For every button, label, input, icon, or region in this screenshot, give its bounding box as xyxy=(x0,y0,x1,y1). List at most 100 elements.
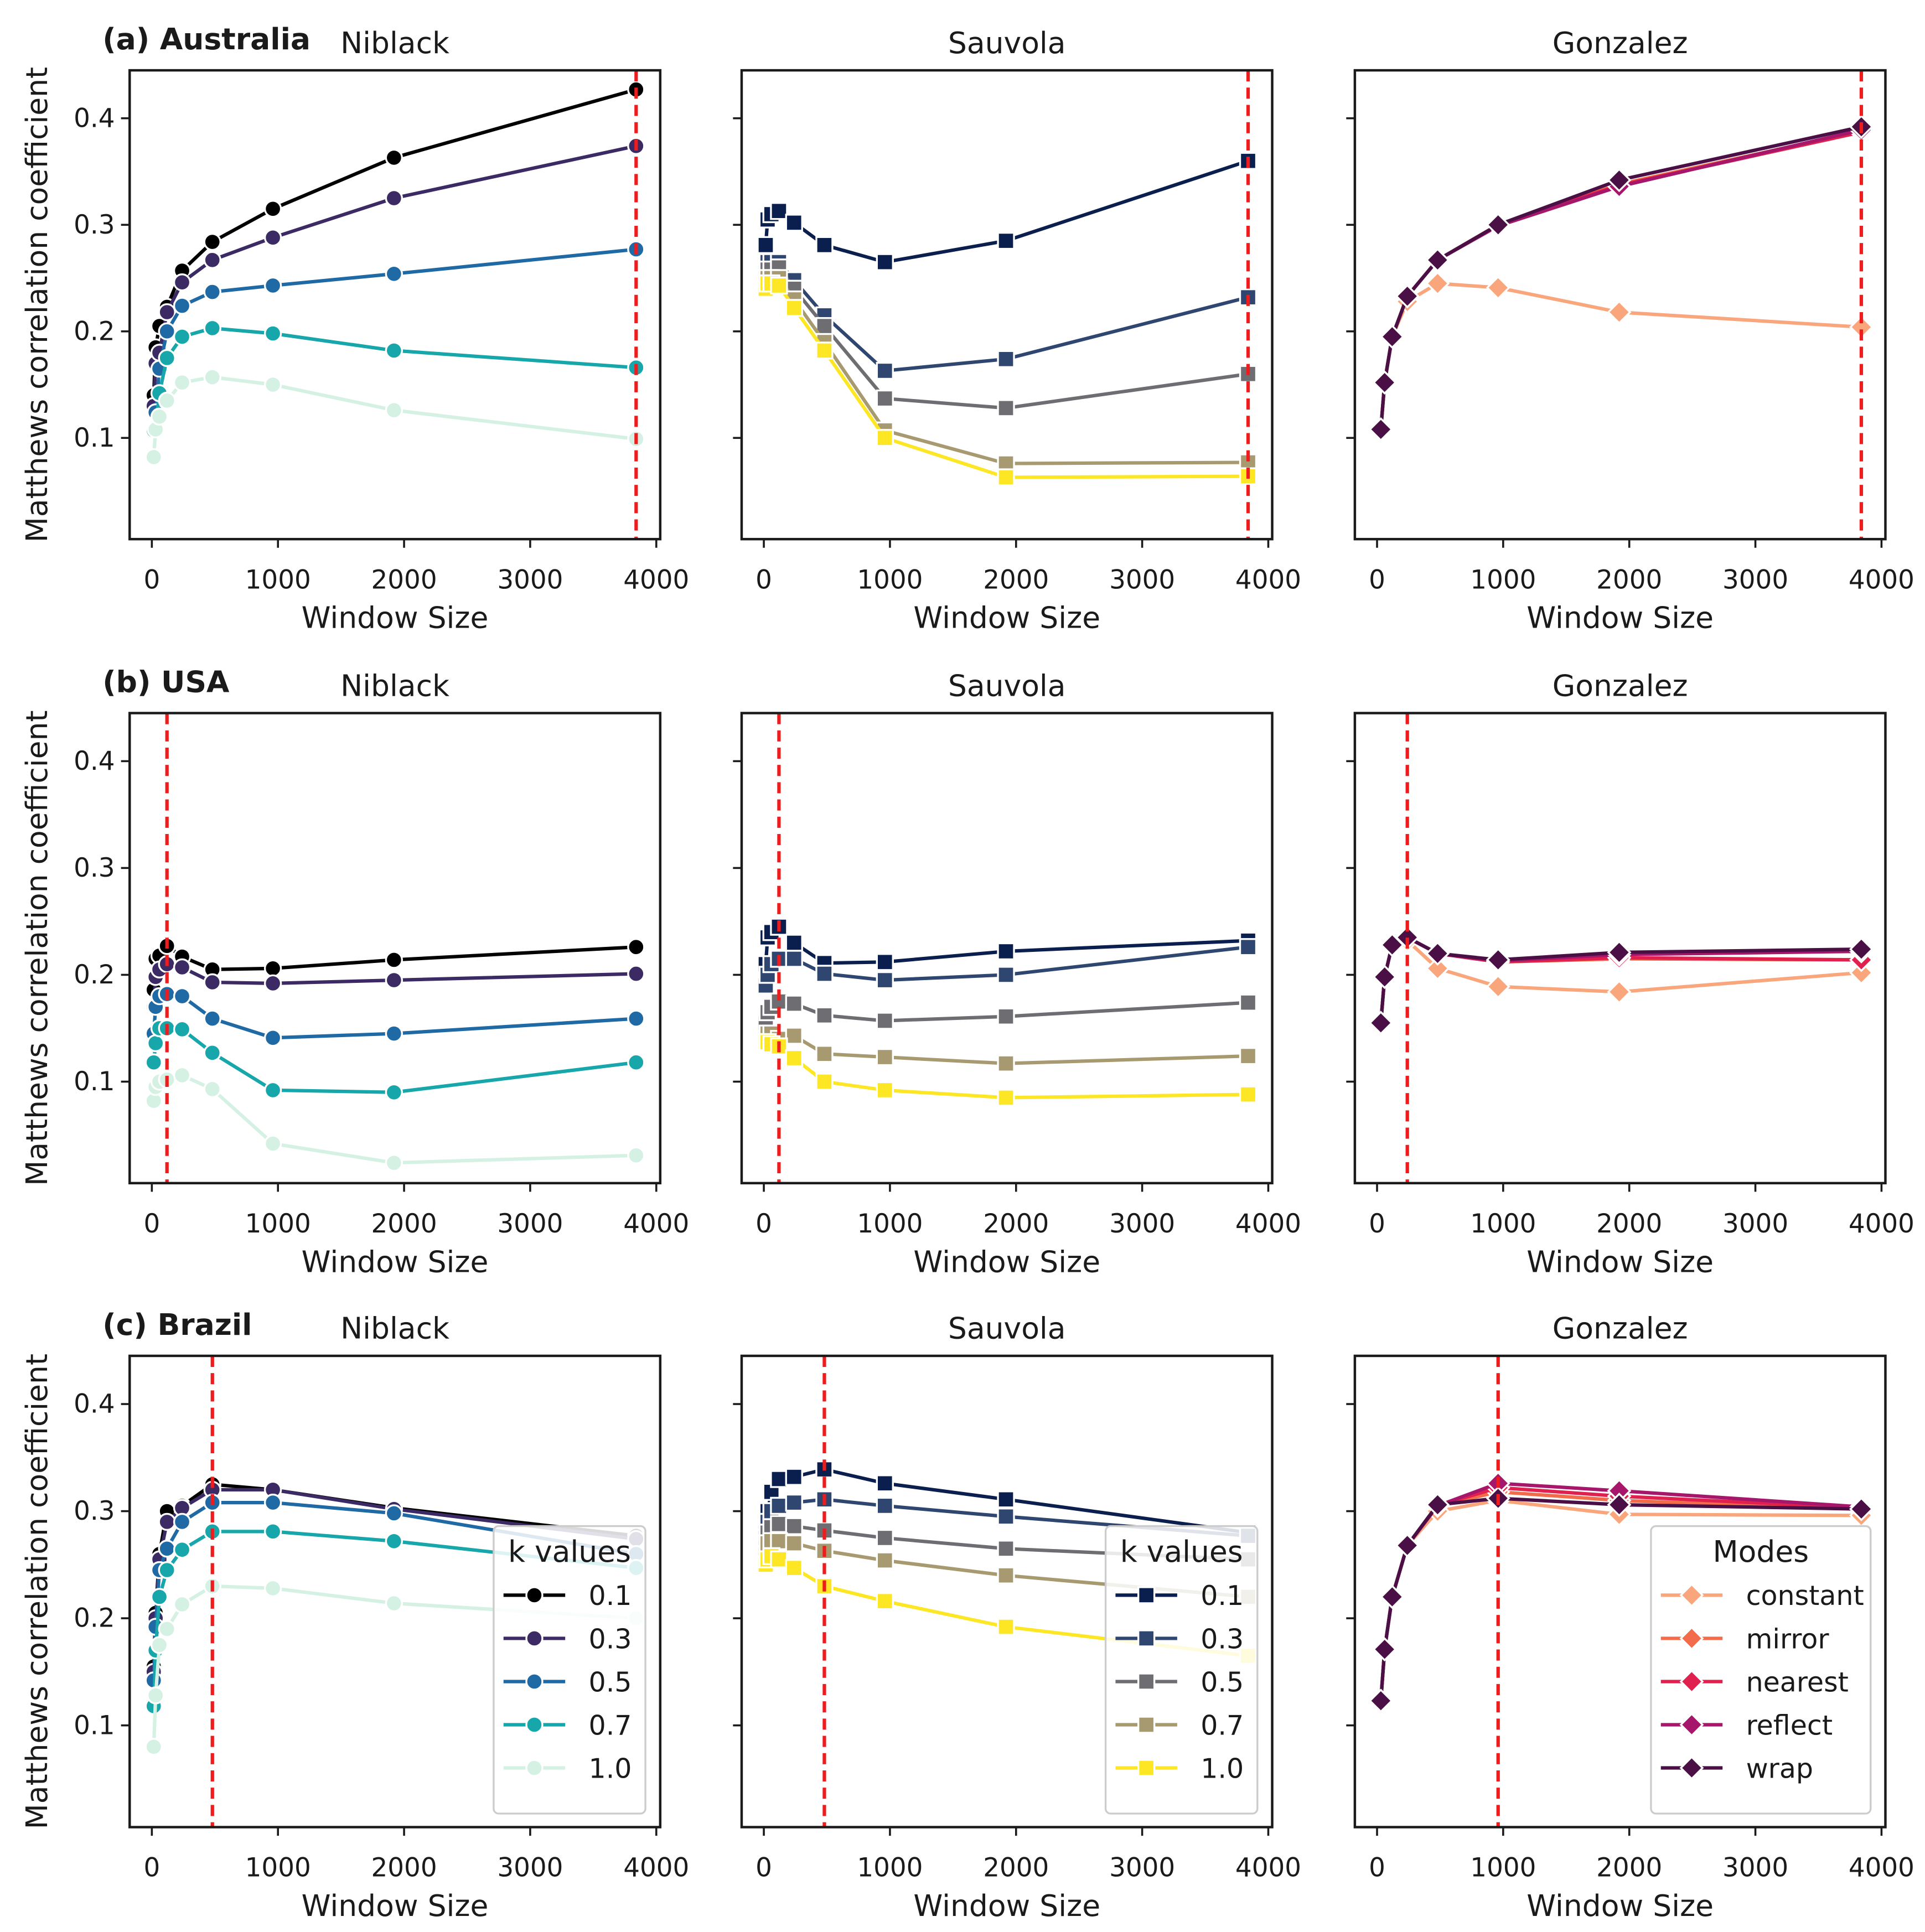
subplot-title: Gonzalez xyxy=(1553,25,1688,60)
marker xyxy=(997,942,1015,961)
subplot: 0 1000 2000 3000 4000 0.1 0.2 0.3 0.4 Niblack Wind… xyxy=(19,22,689,635)
y-axis-label: Matthews correlation coefficient xyxy=(19,711,54,1186)
x-tick-label: 0 xyxy=(755,1209,772,1239)
marker xyxy=(173,958,192,977)
marker xyxy=(1849,960,1874,985)
marker xyxy=(997,399,1015,417)
x-tick-label: 0 xyxy=(1369,565,1385,595)
plot-area xyxy=(1368,713,1874,1183)
marker xyxy=(203,368,221,386)
marker xyxy=(173,297,192,315)
marker xyxy=(385,1083,403,1101)
marker xyxy=(150,1636,169,1654)
x-axis-label: Window Size xyxy=(913,1244,1100,1279)
x-tick-label: 2000 xyxy=(371,1209,437,1239)
subplot: 0 1000 2000 3000 4000 0.1 0.2 0.3 0.4 Niblack Wind… xyxy=(19,665,689,1280)
y-tick-label: 0.1 xyxy=(74,1711,115,1741)
marker xyxy=(815,965,834,983)
marker xyxy=(144,448,163,467)
marker xyxy=(525,1759,544,1777)
plot-area xyxy=(144,713,645,1183)
x-tick-label: 2000 xyxy=(983,1853,1049,1883)
x-tick-label: 4000 xyxy=(1235,1209,1301,1239)
marker xyxy=(1679,1583,1704,1608)
marker xyxy=(876,1592,894,1610)
legend-label: 1.0 xyxy=(589,1752,632,1784)
marker xyxy=(173,1066,192,1085)
marker xyxy=(263,1135,282,1153)
marker xyxy=(997,1540,1015,1558)
axes-frame xyxy=(740,712,1274,1185)
marker xyxy=(1849,1496,1874,1521)
series-line xyxy=(764,265,1249,410)
x-axis-label: Window Size xyxy=(913,1888,1100,1923)
subplot: 0 1000 2000 3000 4000 Gonzalez Window Size xyxy=(1346,25,1914,635)
legend-label: 0.7 xyxy=(589,1709,632,1741)
plot-area xyxy=(144,70,645,540)
marker xyxy=(203,973,221,992)
marker xyxy=(1425,247,1450,272)
marker xyxy=(1486,974,1510,999)
marker xyxy=(1380,1584,1405,1609)
marker xyxy=(1137,1586,1156,1604)
marker xyxy=(1425,956,1450,981)
legend-label: 0.1 xyxy=(589,1579,632,1612)
x-tick-label: 2000 xyxy=(983,565,1049,595)
marker xyxy=(876,1496,894,1515)
marker xyxy=(158,1561,176,1579)
marker xyxy=(876,971,894,990)
x-tick-label: 2000 xyxy=(1596,565,1662,595)
plot-area xyxy=(144,1355,645,1827)
legend-title: Modes xyxy=(1713,1534,1809,1569)
marker xyxy=(1372,965,1397,990)
marker xyxy=(147,1686,165,1705)
marker xyxy=(173,987,192,1006)
legend: k values 0.1 0.3 0.5 0.7 1.0 xyxy=(1104,1525,1259,1815)
panel-label: (a) Australia xyxy=(102,22,311,56)
marker xyxy=(203,319,221,338)
marker xyxy=(385,1504,403,1522)
marker xyxy=(203,251,221,269)
marker xyxy=(997,1566,1015,1584)
axes-frame xyxy=(1353,712,1887,1185)
marker xyxy=(876,429,894,447)
marker xyxy=(203,232,221,251)
marker xyxy=(150,407,169,426)
x-tick-label: 3000 xyxy=(497,1209,563,1239)
x-tick-label: 2000 xyxy=(1596,1853,1662,1883)
x-tick-label: 1000 xyxy=(857,565,923,595)
legend-label: 1.0 xyxy=(1200,1752,1244,1784)
x-tick-label: 3000 xyxy=(497,1853,563,1883)
y-tick-label: 0.2 xyxy=(74,960,115,990)
x-tick-label: 4000 xyxy=(1235,565,1301,595)
marker xyxy=(997,1508,1015,1526)
marker xyxy=(525,1586,544,1604)
marker xyxy=(173,273,192,292)
subplot-title: Niblack xyxy=(340,668,449,703)
marker xyxy=(263,974,282,993)
y-axis-label: Matthews correlation coefficient xyxy=(19,1354,54,1829)
marker xyxy=(876,1012,894,1030)
x-axis-label: Window Size xyxy=(302,1244,489,1279)
marker xyxy=(997,468,1015,486)
axes-frame xyxy=(1353,1354,1887,1829)
x-tick-label: 2000 xyxy=(983,1209,1049,1239)
marker xyxy=(385,1154,403,1172)
marker xyxy=(385,1024,403,1043)
marker xyxy=(173,374,192,392)
marker xyxy=(770,1515,788,1533)
marker xyxy=(385,148,403,167)
marker xyxy=(1486,275,1510,300)
panel-label: (c) Brazil xyxy=(102,1307,252,1342)
marker xyxy=(1380,324,1405,349)
marker xyxy=(876,253,894,271)
legend-label: nearest xyxy=(1746,1666,1849,1698)
marker xyxy=(815,236,834,254)
x-tick-label: 4000 xyxy=(1849,565,1914,595)
marker xyxy=(876,953,894,971)
subplot-title: Niblack xyxy=(340,1311,449,1346)
marker xyxy=(785,950,803,968)
marker xyxy=(1425,1493,1450,1517)
x-axis-label: Window Size xyxy=(1526,1888,1714,1923)
